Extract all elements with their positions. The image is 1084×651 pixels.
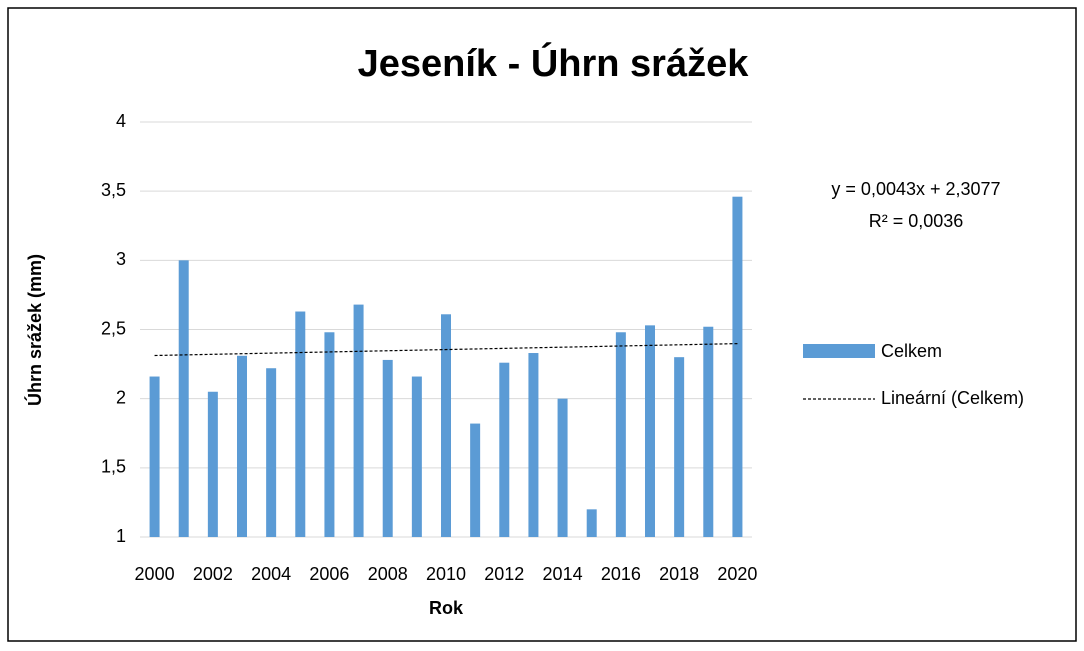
bar xyxy=(353,304,364,537)
y-tick-label: 1,5 xyxy=(101,457,126,477)
x-axis-label: Rok xyxy=(429,598,464,618)
bar xyxy=(295,311,306,537)
bar xyxy=(615,332,626,537)
bar xyxy=(237,355,247,537)
y-tick-label: 2 xyxy=(116,387,126,407)
x-tick-label: 2016 xyxy=(601,564,641,584)
x-tick-label: 2010 xyxy=(426,564,466,584)
bar xyxy=(645,325,655,537)
x-tick-label: 2002 xyxy=(193,564,233,584)
y-tick-label: 3,5 xyxy=(101,180,126,200)
bar xyxy=(703,326,714,537)
trend-r2: R² = 0,0036 xyxy=(869,211,964,231)
bar xyxy=(674,357,685,537)
y-tick-label: 3 xyxy=(116,249,126,269)
x-tick-label: 2006 xyxy=(309,564,349,584)
bar xyxy=(499,362,510,537)
trend-equation: y = 0,0043x + 2,3077 xyxy=(831,179,1000,199)
legend-label: Lineární (Celkem) xyxy=(881,388,1024,408)
bar xyxy=(411,376,422,537)
bar xyxy=(266,368,277,537)
bar xyxy=(324,332,335,537)
y-tick-label: 1 xyxy=(116,526,126,546)
legend-swatch xyxy=(803,344,875,358)
bar xyxy=(207,391,218,537)
bar xyxy=(586,509,597,537)
y-axis-label: Úhrn srážek (mm) xyxy=(24,254,45,406)
chart-title: Jeseník - Úhrn srážek xyxy=(358,41,750,85)
bar xyxy=(149,376,160,537)
x-tick-label: 2000 xyxy=(135,564,175,584)
bar xyxy=(382,359,393,537)
bar xyxy=(441,314,451,537)
y-tick-label: 4 xyxy=(116,111,126,131)
x-tick-label: 2020 xyxy=(717,564,757,584)
x-tick-label: 2004 xyxy=(251,564,291,584)
chart-border xyxy=(7,7,1077,642)
bar xyxy=(557,398,568,537)
bar xyxy=(528,353,539,537)
x-tick-label: 2014 xyxy=(543,564,583,584)
x-tick-label: 2012 xyxy=(484,564,524,584)
y-tick-label: 2,5 xyxy=(101,318,126,338)
x-tick-label: 2018 xyxy=(659,564,699,584)
bar xyxy=(470,423,481,537)
bar xyxy=(732,196,743,537)
bar xyxy=(178,260,189,537)
legend-label: Celkem xyxy=(881,341,942,361)
x-tick-label: 2008 xyxy=(368,564,408,584)
trendline xyxy=(154,343,738,357)
